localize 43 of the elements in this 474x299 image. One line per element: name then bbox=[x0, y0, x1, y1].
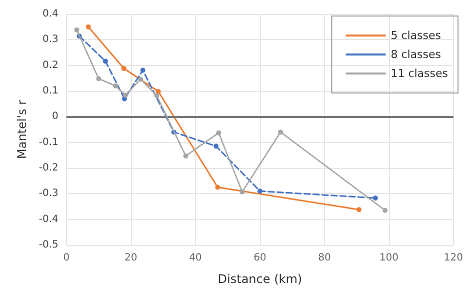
point bbox=[96, 76, 102, 82]
y-tick-label: 0 bbox=[52, 111, 58, 122]
y-tick-label: -0.1 bbox=[38, 136, 58, 148]
x-tick-label: 0 bbox=[63, 252, 70, 264]
point bbox=[140, 68, 146, 73]
point bbox=[154, 93, 160, 98]
point bbox=[122, 92, 128, 98]
legend-label: 11 classes bbox=[390, 67, 448, 80]
point bbox=[74, 27, 80, 32]
y-tick-label: 0.2 bbox=[42, 60, 58, 71]
point bbox=[278, 130, 284, 135]
point bbox=[156, 89, 161, 94]
point bbox=[356, 207, 362, 212]
point bbox=[214, 144, 219, 149]
point bbox=[382, 208, 388, 213]
point bbox=[372, 196, 378, 201]
x-axis-title: Distance (km) bbox=[218, 272, 302, 286]
point bbox=[121, 66, 126, 71]
point bbox=[240, 189, 245, 194]
point bbox=[112, 83, 118, 88]
legend-label: 8 classes bbox=[390, 48, 442, 61]
x-tick-label: 60 bbox=[254, 252, 266, 264]
point bbox=[86, 24, 91, 30]
point bbox=[183, 153, 188, 158]
point bbox=[138, 76, 144, 82]
x-tick-label: 40 bbox=[189, 252, 202, 264]
y-tick-label: 0.3 bbox=[42, 34, 58, 46]
point bbox=[215, 184, 220, 190]
x-tick-label: 120 bbox=[444, 252, 464, 264]
y-tick-label: -0.3 bbox=[38, 188, 58, 200]
point bbox=[216, 130, 222, 136]
y-tick-label: -0.4 bbox=[38, 214, 58, 225]
y-tick-label: -0.5 bbox=[38, 240, 58, 250]
legend-label: 5 classes bbox=[390, 29, 442, 42]
y-tick-label: 0.4 bbox=[42, 8, 58, 20]
y-tick-label: -0.2 bbox=[38, 162, 58, 174]
y-axis-title: Mantel's r bbox=[15, 100, 29, 160]
point bbox=[102, 58, 108, 64]
x-tick-label: 80 bbox=[318, 252, 331, 264]
point bbox=[257, 188, 262, 194]
y-tick-label: 0.1 bbox=[42, 86, 58, 96]
x-tick-label: 100 bbox=[379, 252, 398, 264]
x-tick-label: 20 bbox=[124, 252, 138, 264]
